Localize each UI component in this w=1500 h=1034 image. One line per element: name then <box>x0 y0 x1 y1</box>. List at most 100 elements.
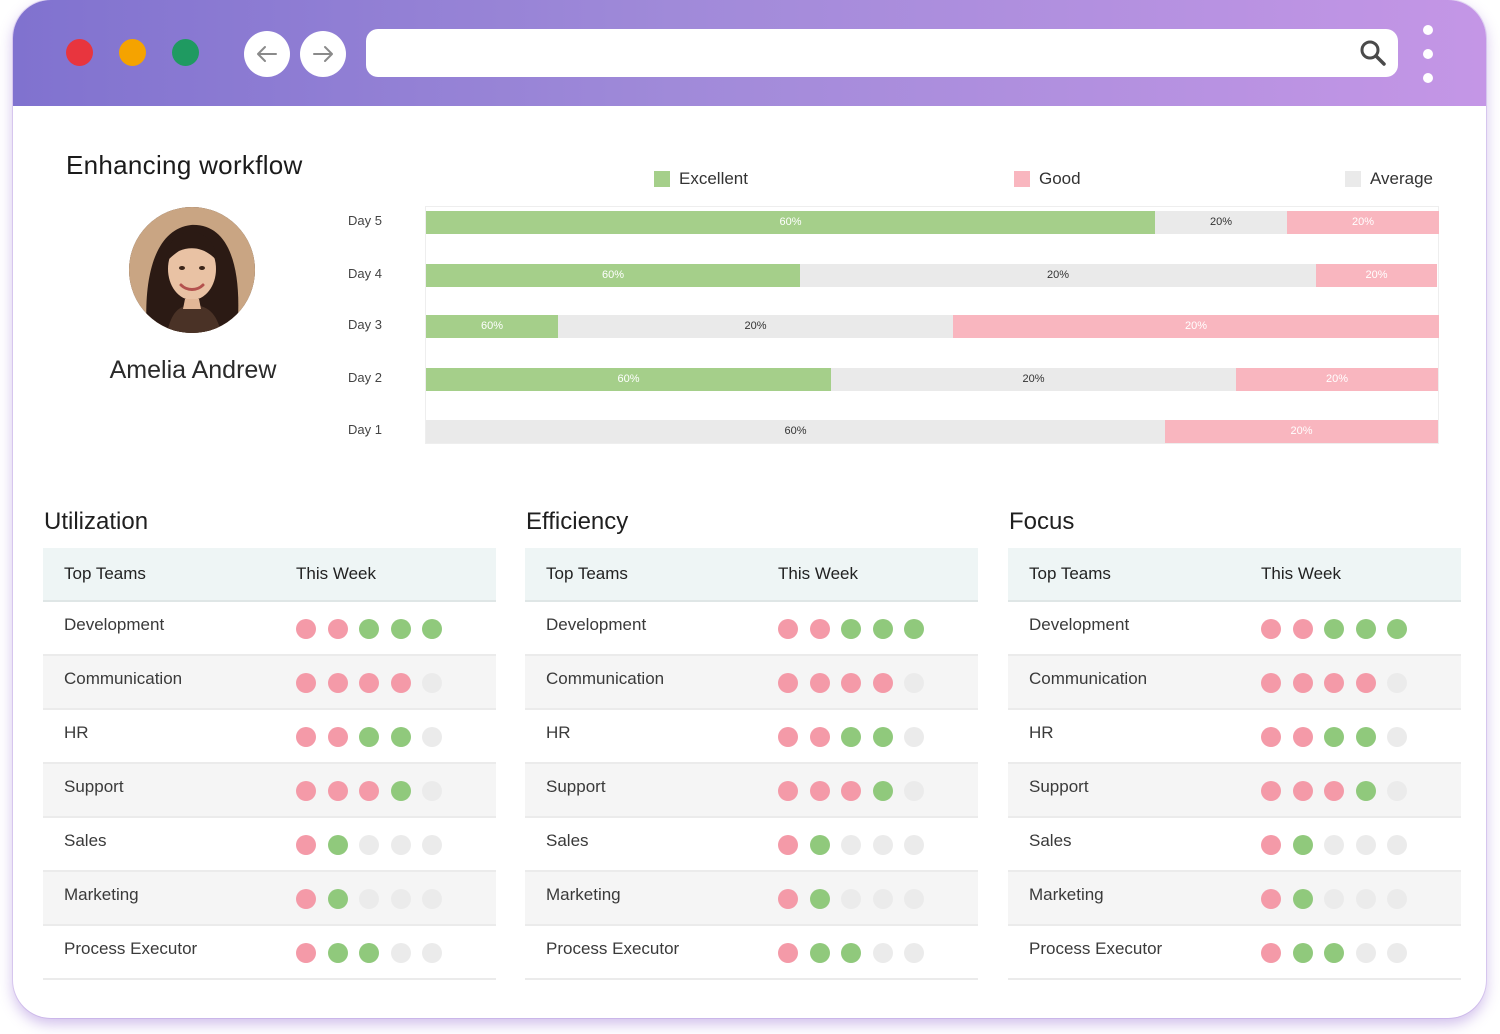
rating-dot <box>872 889 893 909</box>
search-icon[interactable] <box>1359 39 1387 67</box>
bar-segment-good: 20% <box>953 315 1439 338</box>
column-header-this-week[interactable]: This Week <box>1261 564 1341 583</box>
table-row[interactable]: Marketing <box>525 872 978 926</box>
rating-dot <box>390 673 411 693</box>
bar-row: 60% 20% 20% <box>426 368 1438 391</box>
rating-dot <box>296 781 316 801</box>
bar-row: 60% 20% <box>426 420 1438 443</box>
column-header-top-teams[interactable]: Top Teams <box>546 564 628 583</box>
table-row[interactable]: Process Executor <box>1008 926 1461 980</box>
rating-dot <box>422 835 442 855</box>
legend-swatch <box>654 171 670 187</box>
rating-dot <box>359 889 379 909</box>
kebab-menu-icon[interactable] <box>1416 25 1440 83</box>
back-button[interactable] <box>244 31 290 77</box>
table-row[interactable]: HR <box>43 710 496 764</box>
team-name: Marketing <box>546 885 621 904</box>
table-row[interactable]: Communication <box>43 656 496 710</box>
team-name: Development <box>64 615 165 634</box>
panel-title: Efficiency <box>526 508 629 535</box>
rating-dot <box>359 619 379 639</box>
maximize-window-button[interactable] <box>172 39 199 66</box>
table-row[interactable]: Sales <box>1008 818 1461 872</box>
table-row[interactable]: Sales <box>43 818 496 872</box>
table-row[interactable]: Communication <box>1008 656 1461 710</box>
table-header: Top Teams This Week <box>1008 548 1461 602</box>
rating-dot <box>422 943 442 963</box>
rating-dot <box>1324 673 1344 693</box>
table-row[interactable]: Marketing <box>1008 872 1461 926</box>
team-name: HR <box>64 723 89 742</box>
bar-data-label: 20% <box>744 320 767 332</box>
bar-data-label: 20% <box>1022 373 1045 385</box>
table-row[interactable]: Process Executor <box>43 926 496 980</box>
table-row[interactable]: Development <box>1008 602 1461 656</box>
legend-label: Good <box>1039 169 1081 188</box>
rating-dot <box>1292 889 1313 909</box>
rating-dot <box>327 943 348 963</box>
table-row[interactable]: Development <box>525 602 978 656</box>
rating-dot <box>359 781 379 801</box>
rating-dot <box>296 835 316 855</box>
avatar <box>129 207 255 333</box>
bar-row: 60% 20% 20% <box>426 315 1439 338</box>
rating-dot <box>359 835 379 855</box>
team-table: Top Teams This Week Development Communicati… <box>43 548 496 980</box>
close-window-button[interactable] <box>66 39 93 66</box>
rating-dot <box>1355 943 1376 963</box>
bar-segment-average: 20% <box>1155 211 1287 234</box>
table-row[interactable]: HR <box>1008 710 1461 764</box>
rating-dot <box>327 673 348 693</box>
rating-dot <box>1387 727 1407 747</box>
table-row[interactable]: Development <box>43 602 496 656</box>
column-header-this-week[interactable]: This Week <box>778 564 858 583</box>
bar-data-label: 60% <box>617 373 640 385</box>
rating-dot <box>1387 889 1407 909</box>
table-row[interactable]: Sales <box>525 818 978 872</box>
rating-dot <box>904 727 924 747</box>
team-name: Communication <box>64 669 183 688</box>
table-row[interactable]: Support <box>1008 764 1461 818</box>
rating-dot <box>296 943 316 963</box>
rating-dot <box>390 727 411 747</box>
team-name: Process Executor <box>1029 939 1163 958</box>
column-header-this-week[interactable]: This Week <box>296 564 376 583</box>
table-row[interactable]: Communication <box>525 656 978 710</box>
y-tick-label: Day 4 <box>348 266 382 281</box>
team-table: Top Teams This Week Development Communicati… <box>1008 548 1461 980</box>
rating-dot <box>1292 673 1313 693</box>
rating-dot <box>296 673 316 693</box>
rating-dot <box>1292 727 1313 747</box>
rating-dot <box>1292 781 1313 801</box>
column-header-top-teams[interactable]: Top Teams <box>64 564 146 583</box>
team-name: HR <box>1029 723 1054 742</box>
team-name: Development <box>1029 615 1130 634</box>
table-row[interactable]: Marketing <box>43 872 496 926</box>
rating-dot <box>1355 619 1376 639</box>
rating-dot <box>1324 835 1344 855</box>
rating-dot <box>296 619 316 639</box>
minimize-window-button[interactable] <box>119 39 146 66</box>
forward-button[interactable] <box>300 31 346 77</box>
browser-titlebar <box>13 0 1486 106</box>
rating-dot <box>809 889 830 909</box>
url-input[interactable] <box>382 37 1346 71</box>
bar-data-label: 20% <box>1209 216 1233 228</box>
y-tick-label: Day 5 <box>348 213 382 228</box>
rating-dots <box>296 727 454 747</box>
table-row[interactable]: HR <box>525 710 978 764</box>
bar-segment-average: 20% <box>831 368 1236 391</box>
table-row[interactable]: Support <box>43 764 496 818</box>
address-bar[interactable] <box>366 29 1398 77</box>
rating-dot <box>1292 943 1313 963</box>
rating-dot <box>327 619 348 639</box>
bar-segment-good: 20% <box>1165 420 1438 443</box>
rating-dot <box>841 835 861 855</box>
column-header-top-teams[interactable]: Top Teams <box>1029 564 1111 583</box>
rating-dot <box>1355 781 1376 801</box>
table-row[interactable]: Support <box>525 764 978 818</box>
rating-dot <box>841 673 861 693</box>
rating-dot <box>778 619 798 639</box>
rating-dot <box>390 781 411 801</box>
table-row[interactable]: Process Executor <box>525 926 978 980</box>
